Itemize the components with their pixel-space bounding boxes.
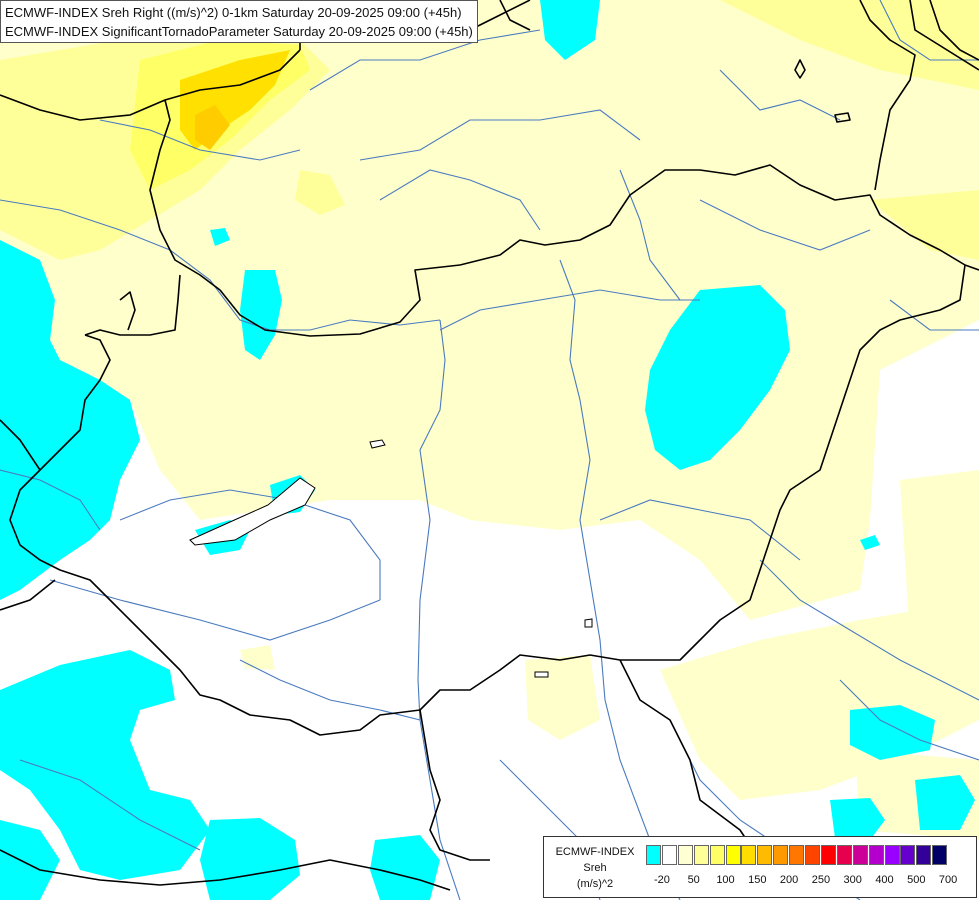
legend-box: ECMWF-INDEX Sreh (m/s)^2 -20 50 100 150 200 2… bbox=[543, 836, 977, 898]
legend-tick-label: 500 bbox=[907, 874, 926, 886]
legend-swatch bbox=[693, 845, 709, 865]
lakes bbox=[189, 439, 593, 678]
legend-tick-label: 200 bbox=[779, 874, 799, 886]
legend-swatch bbox=[932, 845, 948, 865]
legend-swatch bbox=[709, 845, 725, 865]
legend-parameter-label: Sreh bbox=[583, 862, 607, 874]
legend-swatch bbox=[916, 845, 932, 865]
legend-swatch bbox=[725, 845, 741, 865]
legend-source-label: ECMWF-INDEX bbox=[555, 846, 635, 858]
legend-swatch bbox=[646, 845, 661, 865]
legend-swatch bbox=[836, 845, 852, 865]
map-title-line-2: ECMWF-INDEX SignificantTornadoParameter … bbox=[5, 24, 473, 39]
legend-swatch bbox=[884, 845, 900, 865]
legend-swatch bbox=[820, 845, 836, 865]
legend-swatch bbox=[868, 845, 884, 865]
legend-tick-label: 50 bbox=[687, 874, 700, 886]
legend-tick-label: -20 bbox=[653, 874, 670, 886]
legend-tick-label: 150 bbox=[748, 874, 767, 886]
legend-tick-label: 400 bbox=[875, 874, 894, 886]
field-pale-yellow bbox=[0, 0, 979, 840]
legend-tick-label: 300 bbox=[843, 874, 862, 886]
legend-swatch bbox=[757, 845, 773, 865]
legend-tick-label: 100 bbox=[716, 874, 735, 886]
legend-tick-label: 250 bbox=[811, 874, 831, 886]
legend-swatch bbox=[741, 845, 757, 865]
map-title-box: ECMWF-INDEX Sreh Right ((m/s)^2) 0-1km S… bbox=[0, 0, 478, 43]
legend-swatch bbox=[661, 845, 677, 865]
legend-swatch bbox=[805, 845, 820, 865]
map-title-line-1: ECMWF-INDEX Sreh Right ((m/s)^2) 0-1km S… bbox=[5, 5, 462, 20]
legend-tick-label: 700 bbox=[938, 874, 958, 886]
legend-swatch bbox=[789, 845, 805, 865]
legend-swatch bbox=[852, 845, 868, 865]
legend-swatch bbox=[773, 845, 789, 865]
legend-swatch bbox=[900, 845, 916, 865]
legend-swatch bbox=[677, 845, 693, 865]
field-gold bbox=[180, 50, 290, 150]
legend-unit-label: (m/s)^2 bbox=[576, 878, 614, 890]
